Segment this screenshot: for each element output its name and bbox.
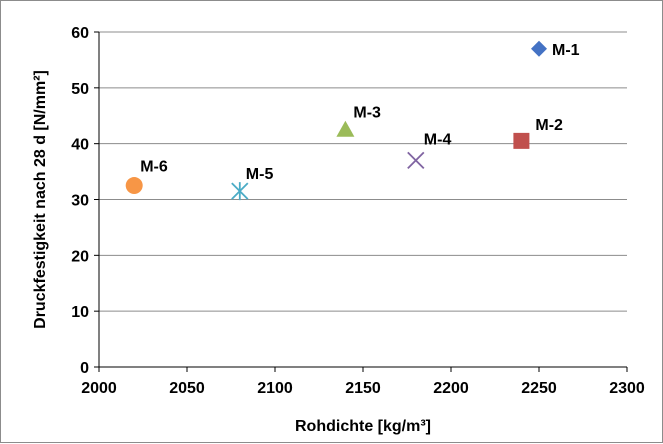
point-m-4 bbox=[407, 151, 425, 170]
x-tick-label: 2200 bbox=[433, 380, 469, 397]
point-m-3 bbox=[336, 120, 355, 137]
point-label-m-2: M-2 bbox=[535, 117, 563, 134]
point-m-2 bbox=[513, 132, 530, 149]
y-axis-title: Druckfestigkeit nach 28 d [N/mm²] bbox=[32, 70, 49, 329]
point-m-6 bbox=[125, 177, 143, 195]
x-tick-label: 2250 bbox=[521, 380, 557, 397]
point-m-1 bbox=[531, 40, 547, 57]
y-tick-label: 0 bbox=[80, 360, 89, 377]
point-label-m-1: M-1 bbox=[552, 42, 580, 59]
x-tick-label: 2050 bbox=[169, 380, 205, 397]
point-label-m-4: M-4 bbox=[424, 131, 452, 148]
y-tick-label: 10 bbox=[71, 304, 89, 321]
point-m-5 bbox=[231, 182, 249, 201]
y-tick-label: 20 bbox=[71, 248, 89, 265]
data-points bbox=[125, 40, 547, 201]
y-tick-label: 50 bbox=[71, 81, 89, 98]
point-label-m-5: M-5 bbox=[246, 166, 274, 183]
gridlines bbox=[99, 31, 627, 312]
axes bbox=[94, 31, 628, 372]
point-label-m-3: M-3 bbox=[353, 105, 381, 122]
x-axis-title: Rohdichte [kg/m³] bbox=[295, 418, 431, 435]
x-tick-label: 2150 bbox=[345, 380, 381, 397]
y-tick-label: 60 bbox=[71, 25, 89, 42]
x-tick-label: 2100 bbox=[257, 380, 293, 397]
point-labels: M-1 M-2 M-3 M-4 M-5 M-6 bbox=[140, 42, 579, 183]
y-tick-label: 40 bbox=[71, 137, 89, 154]
y-tick-label: 30 bbox=[71, 193, 89, 210]
x-tick-label: 2000 bbox=[81, 380, 117, 397]
point-label-m-6: M-6 bbox=[140, 159, 168, 176]
tick-labels: 0 10 20 30 40 50 60 2000 2050 2100 2150 2200 2250 230… bbox=[71, 25, 645, 397]
x-tick-label: 2300 bbox=[609, 380, 645, 397]
